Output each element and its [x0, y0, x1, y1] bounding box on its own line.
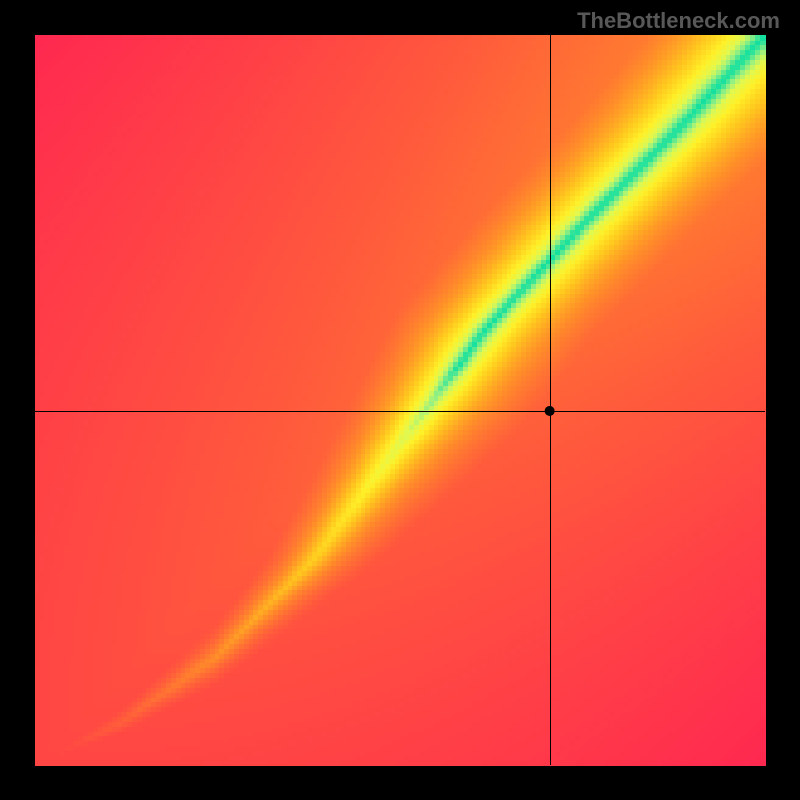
bottleneck-heatmap [0, 0, 800, 800]
watermark-text: TheBottleneck.com [577, 8, 780, 34]
